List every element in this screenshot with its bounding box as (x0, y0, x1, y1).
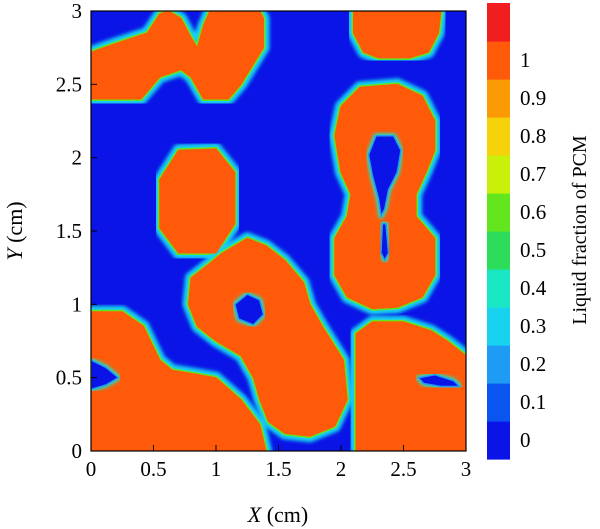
colorbar-swatch (487, 3, 510, 42)
colorbar-label: Liquid fraction of PCM (569, 135, 591, 325)
y-tick-label: 0.5 (56, 366, 82, 390)
x-axis: 0 0.5 1 1.5 2 2.5 3 (86, 445, 472, 481)
melted-region (91, 311, 267, 451)
y-tick-label: 3 (72, 0, 83, 23)
colorbar-tick-label: 0.1 (520, 390, 546, 414)
colorbar-swatch (487, 117, 510, 156)
solid-island (380, 222, 390, 262)
colorbar-tick-label: 0 (520, 428, 531, 452)
solid-island (234, 293, 265, 326)
x-tick-label: 0.5 (140, 457, 166, 481)
colorbar-tick-label: 0.5 (520, 238, 546, 262)
y-tick-label: 2.5 (56, 72, 82, 96)
colorbar-tick-label: 0.6 (520, 200, 546, 224)
x-tick-label: 0 (86, 457, 97, 481)
x-tick-label: 1 (211, 457, 222, 481)
colorbar-swatch (487, 345, 510, 384)
colorbar-swatch (487, 421, 510, 460)
x-axis-label: X (cm) (247, 502, 308, 527)
colorbar-swatch (487, 307, 510, 346)
colorbar-swatch (487, 383, 510, 422)
x-tick-label: 3 (461, 457, 472, 481)
melted-pcm-layer (91, 11, 466, 451)
solid-island (367, 134, 402, 218)
y-tick-label: 2 (72, 146, 83, 170)
colorbar-tick-label: 0.9 (520, 86, 546, 110)
colorbar-swatch (487, 193, 510, 232)
colorbar-tick-label: 0.7 (520, 162, 546, 186)
y-axis-label: Y (cm) (2, 201, 27, 260)
colorbar-tick-label: 0.8 (520, 124, 546, 148)
colorbar-swatch (487, 79, 510, 118)
melted-region (91, 11, 264, 100)
colorbar-swatch (487, 41, 510, 80)
solid-island (91, 359, 120, 391)
melted-region (355, 321, 466, 451)
colorbar-tick-label: 0.2 (520, 352, 546, 376)
x-tick-label: 1.5 (265, 457, 291, 481)
colorbar-tick-label: 1 (520, 48, 531, 72)
y-tick-label: 0 (72, 439, 83, 463)
y-axis: 0 0.5 1 1.5 2 2.5 3 (56, 0, 97, 463)
plot-area (90, 10, 467, 452)
colorbar-tick-label: 0.4 (520, 276, 547, 300)
colorbar-tick-label: 0.3 (520, 314, 546, 338)
x-tick-label: 2 (336, 457, 347, 481)
colorbar-swatch (487, 231, 510, 270)
y-tick-label: 1.5 (56, 219, 82, 243)
x-tick-label: 2.5 (390, 457, 416, 481)
melted-region (353, 11, 442, 59)
colorbar: 0 0.1 0.2 0.3 0.4 0.5 0.6 0.7 0.8 0.9 1 (487, 3, 547, 460)
melted-region (188, 237, 348, 437)
colorbar-swatch (487, 269, 510, 308)
solid-island (417, 373, 461, 388)
y-tick-label: 1 (72, 292, 83, 316)
colorbar-swatch (487, 155, 510, 194)
melted-region (159, 148, 236, 254)
